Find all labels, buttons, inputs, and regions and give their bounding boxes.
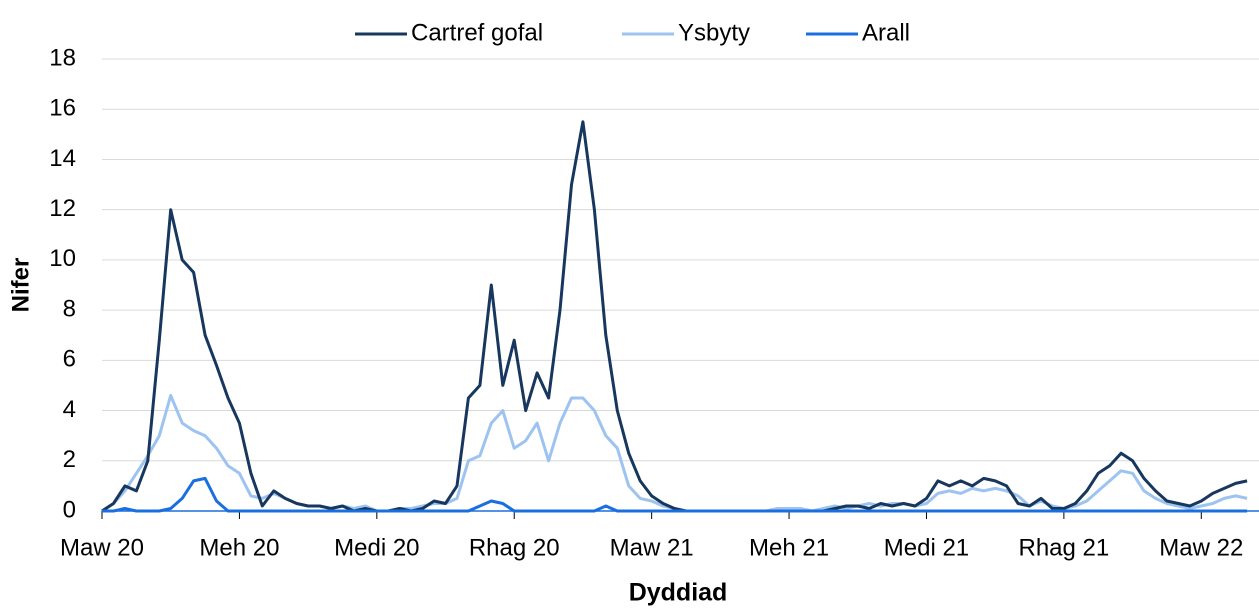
y-tick-label: 6 <box>63 346 76 373</box>
y-tick-label: 4 <box>63 396 76 423</box>
legend-label: Ysbyty <box>678 19 750 46</box>
y-tick-label: 12 <box>49 195 76 222</box>
legend-label: Cartref gofal <box>411 19 543 46</box>
x-tick-label: Maw 20 <box>60 534 144 561</box>
x-tick-label: Maw 22 <box>1159 534 1243 561</box>
x-tick-label: Maw 21 <box>610 534 694 561</box>
y-tick-label: 18 <box>49 44 76 71</box>
series-line <box>101 120 1248 513</box>
x-tick-label: Rhag 20 <box>469 534 560 561</box>
series-line <box>101 394 1248 513</box>
x-tick-label: Rhag 21 <box>1019 534 1110 561</box>
x-axis-title: Dyddiad <box>629 579 728 607</box>
x-tick-label: Meh 21 <box>749 534 829 561</box>
y-tick-label: 14 <box>49 145 76 172</box>
y-tick-label: 0 <box>63 496 76 523</box>
y-tick-label: 8 <box>63 295 76 322</box>
x-tick-label: Medi 20 <box>334 534 419 561</box>
y-tick-label: 16 <box>49 95 76 122</box>
x-tick-label: Medi 21 <box>884 534 969 561</box>
y-tick-label: 2 <box>63 446 76 473</box>
legend-label: Arall <box>862 19 910 46</box>
y-axis-title: Nifer <box>7 258 34 313</box>
series-line <box>102 476 1248 513</box>
y-tick-label: 10 <box>49 245 76 272</box>
x-tick-label: Meh 20 <box>199 534 279 561</box>
